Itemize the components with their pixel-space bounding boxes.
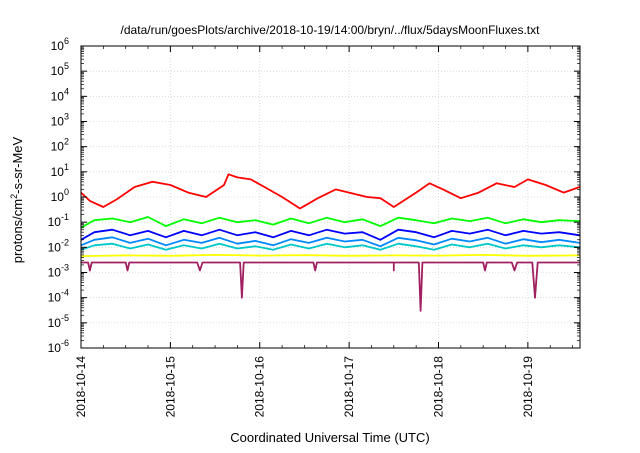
series-line xyxy=(80,236,580,248)
y-tick-label-exponent: 5 xyxy=(64,61,69,71)
series-line xyxy=(80,253,580,257)
y-tick-label-exponent: -6 xyxy=(61,338,69,348)
y-tick-label-exponent: 6 xyxy=(64,36,69,46)
grid xyxy=(81,46,580,348)
y-tick-label-exponent: 3 xyxy=(64,112,69,122)
x-tick-label: 2018-10-19 xyxy=(521,356,535,418)
y-tick-label-base: 10 xyxy=(51,190,65,204)
y-tick-label-exponent: -4 xyxy=(61,288,69,298)
y-tick-label-base: 10 xyxy=(48,341,62,355)
y-tick-label-exponent: -3 xyxy=(61,263,69,273)
y-tick-label-base: 10 xyxy=(48,291,62,305)
y-axis-title-superscript: 2 xyxy=(9,194,19,199)
x-tick-label: 2018-10-14 xyxy=(74,356,88,418)
y-tick-label: 100 xyxy=(51,187,69,204)
y-tick-label: 10-1 xyxy=(48,212,69,229)
y-axis-title-part1: protons/cm xyxy=(10,199,25,263)
series-line xyxy=(80,216,580,229)
y-tick-label-base: 10 xyxy=(48,266,62,280)
y-tick-label: 106 xyxy=(51,36,69,53)
y-axis: 10-610-510-410-310-210-11001011021031041… xyxy=(48,36,580,355)
series-line xyxy=(80,242,580,251)
y-tick-label-base: 10 xyxy=(48,215,62,229)
y-tick-label-exponent: 0 xyxy=(64,187,69,197)
y-tick-label: 10-5 xyxy=(48,313,69,330)
y-tick-label: 101 xyxy=(51,162,69,179)
y-tick-label-base: 10 xyxy=(51,115,65,129)
y-tick-label: 103 xyxy=(51,112,69,129)
y-tick-label: 104 xyxy=(51,86,69,103)
x-axis-title: Coordinated Universal Time (UTC) xyxy=(230,430,429,445)
y-tick-label: 10-2 xyxy=(48,237,69,254)
y-tick-label-base: 10 xyxy=(51,140,65,154)
x-tick-label: 2018-10-18 xyxy=(431,356,445,418)
y-tick-label: 10-4 xyxy=(48,288,69,305)
y-axis-title: protons/cm2-s-sr-MeV xyxy=(9,136,25,263)
x-axis: 2018-10-14 2018-10-15 2018-10-16 2018-10-17… xyxy=(74,46,573,417)
y-tick-label: 10-3 xyxy=(48,263,69,280)
y-tick-label-exponent: 2 xyxy=(64,137,69,147)
y-tick-label-base: 10 xyxy=(51,89,65,103)
y-tick-label-exponent: -2 xyxy=(61,237,69,247)
y-tick-label: 105 xyxy=(51,61,69,78)
y-tick-label: 10-6 xyxy=(48,338,69,355)
y-tick-label-exponent: -1 xyxy=(61,212,69,222)
y-tick-label-base: 10 xyxy=(51,39,65,53)
y-tick-label-exponent: 4 xyxy=(64,86,69,96)
chart-title: /data/run/goesPlots/archive/2018-10-19/1… xyxy=(121,23,541,37)
y-tick-label-exponent: 1 xyxy=(64,162,69,172)
series-group xyxy=(80,173,580,312)
x-tick-label: 2018-10-16 xyxy=(253,356,267,418)
x-tick-label: 2018-10-17 xyxy=(342,356,356,418)
series-line xyxy=(80,228,580,241)
y-tick-label-base: 10 xyxy=(48,240,62,254)
y-axis-title-part2: -s-sr-MeV xyxy=(10,136,25,193)
x-tick-label: 2018-10-15 xyxy=(163,356,177,418)
series-line xyxy=(81,261,580,312)
y-tick-label-base: 10 xyxy=(48,316,62,330)
series-line xyxy=(80,173,580,210)
y-tick-label-base: 10 xyxy=(51,64,65,78)
y-tick-label-base: 10 xyxy=(51,165,65,179)
y-tick-label: 102 xyxy=(51,137,69,154)
y-tick-label-exponent: -5 xyxy=(61,313,69,323)
